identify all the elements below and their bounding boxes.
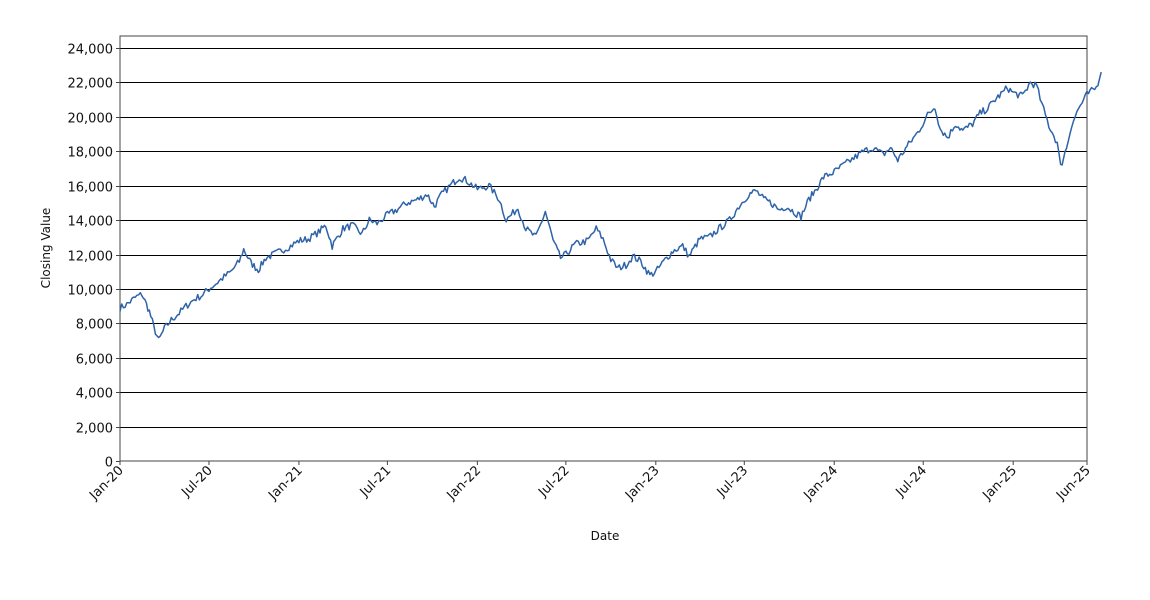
plot-frame: [119, 35, 1088, 462]
x-tick-label: Jan-25: [980, 463, 1021, 504]
x-axis-title: Date: [591, 529, 620, 543]
y-tick-label: 10,000: [68, 284, 114, 299]
x-tick-label: Jan-24: [801, 463, 842, 504]
series-line: [119, 71, 1102, 339]
x-tick-label: Jan-22: [444, 463, 485, 504]
x-tick-label: Jan-23: [622, 463, 663, 504]
y-tick-label: 12,000: [68, 250, 114, 265]
x-tick-label: Jul-24: [893, 463, 930, 500]
x-axis-ticks: Jan-20 Jul-20 Jan-21 Jul-21 Jan-22 Jul-22 Jan-…: [86, 461, 1094, 504]
y-axis-ticks: 0 2,000 4,000 6,000 8,000 10,000 12,000 14,000 1…: [68, 43, 120, 471]
y-tick-label: 22,000: [68, 77, 114, 92]
y-tick-label: 24,000: [68, 43, 114, 58]
y-tick-label: 14,000: [68, 215, 114, 230]
x-tick-label: Jul-22: [535, 463, 572, 500]
y-tick-label: 4,000: [76, 387, 113, 402]
series-layer: [119, 71, 1102, 339]
x-tick-label: Jan-21: [265, 463, 306, 504]
y-tick-label: 18,000: [68, 146, 114, 161]
y-tick-label: 16,000: [68, 181, 114, 196]
x-tick-label: Jul-21: [357, 463, 394, 500]
y-tick-label: 0: [105, 456, 113, 471]
y-tick-label: 8,000: [76, 318, 113, 333]
x-tick-label: Jul-20: [178, 463, 215, 500]
y-tick-label: 20,000: [68, 112, 114, 127]
y-axis-title: Closing Value: [39, 208, 53, 289]
y-tick-label: 6,000: [76, 353, 113, 368]
y-tick-label: 2,000: [76, 422, 113, 437]
x-tick-label: Jun-25: [1053, 463, 1094, 504]
x-tick-label: Jul-23: [714, 463, 751, 500]
